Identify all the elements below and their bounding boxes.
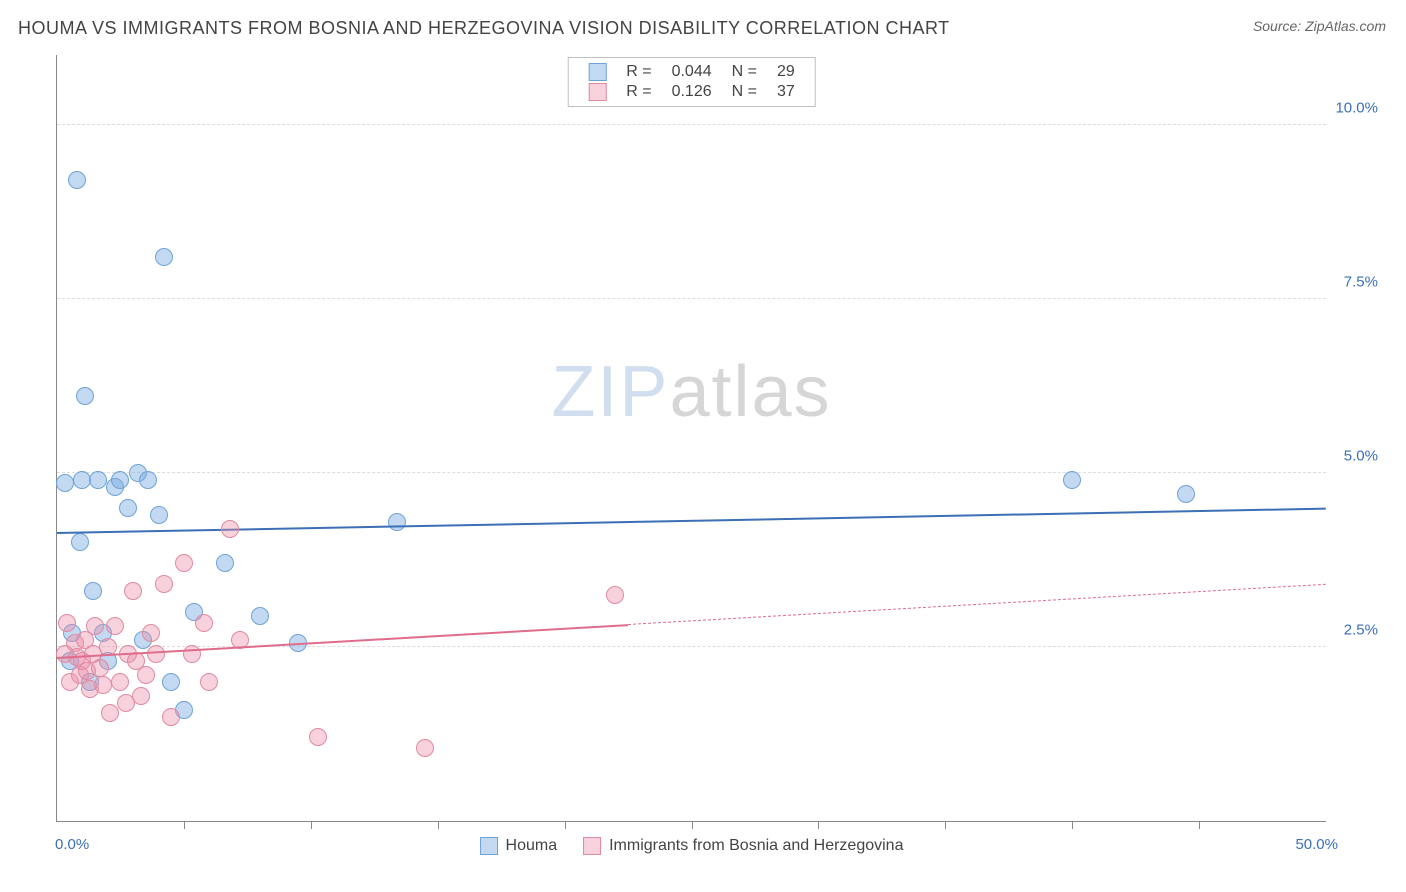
data-point [175, 554, 193, 572]
data-point [142, 624, 160, 642]
gridline-h [57, 298, 1326, 299]
data-point [106, 617, 124, 635]
data-point [388, 513, 406, 531]
x-tick [311, 821, 312, 829]
trendline-extrapolated [628, 584, 1326, 625]
x-tick [945, 821, 946, 829]
data-point [139, 471, 157, 489]
data-point [216, 554, 234, 572]
data-point [89, 471, 107, 489]
data-point [200, 673, 218, 691]
x-tick [818, 821, 819, 829]
series-legend: Houma Immigrants from Bosnia and Herzego… [480, 837, 904, 855]
data-point [56, 474, 74, 492]
correlation-legend: R = 0.044 N = 29 R = 0.126 N = 37 [567, 57, 816, 107]
gridline-h [57, 472, 1326, 473]
gridline-h [57, 124, 1326, 125]
legend-row-houma: R = 0.044 N = 29 [578, 62, 805, 82]
watermark: ZIPatlas [551, 351, 831, 433]
legend-item-houma: Houma [480, 837, 558, 855]
data-point [416, 739, 434, 757]
data-point [1063, 471, 1081, 489]
data-point [155, 575, 173, 593]
data-point [111, 471, 129, 489]
data-point [119, 499, 137, 517]
y-tick-label: 7.5% [1344, 273, 1378, 290]
data-point [147, 645, 165, 663]
plot-area: ZIPatlas R = 0.044 N = 29 R = 0.126 N = … [56, 55, 1326, 822]
data-point [221, 520, 239, 538]
data-point [162, 673, 180, 691]
data-point [86, 617, 104, 635]
source-attribution: Source: ZipAtlas.com [1253, 18, 1386, 34]
y-tick-label: 2.5% [1344, 621, 1378, 638]
chart-container: Vision Disability ZIPatlas R = 0.044 N =… [20, 55, 1386, 872]
data-point [150, 506, 168, 524]
data-point [1177, 485, 1195, 503]
data-point [94, 676, 112, 694]
trendline [57, 508, 1326, 534]
data-point [58, 614, 76, 632]
data-point [91, 659, 109, 677]
data-point [137, 666, 155, 684]
x-tick [1072, 821, 1073, 829]
data-point [183, 645, 201, 663]
data-point [76, 387, 94, 405]
data-point [606, 586, 624, 604]
data-point [195, 614, 213, 632]
data-point [251, 607, 269, 625]
data-point [155, 248, 173, 266]
legend-row-bosnia: R = 0.126 N = 37 [578, 82, 805, 102]
x-axis-min-label: 0.0% [55, 836, 89, 853]
data-point [162, 708, 180, 726]
data-point [309, 728, 327, 746]
data-point [111, 673, 129, 691]
x-tick [438, 821, 439, 829]
data-point [84, 582, 102, 600]
x-tick [692, 821, 693, 829]
x-tick [565, 821, 566, 829]
data-point [71, 533, 89, 551]
legend-item-bosnia: Immigrants from Bosnia and Herzegovina [583, 837, 903, 855]
x-axis-max-label: 50.0% [1295, 836, 1338, 853]
y-tick-label: 5.0% [1344, 447, 1378, 464]
x-tick [184, 821, 185, 829]
chart-title: HOUMA VS IMMIGRANTS FROM BOSNIA AND HERZ… [18, 18, 950, 39]
data-point [68, 171, 86, 189]
data-point [132, 687, 150, 705]
x-tick [1199, 821, 1200, 829]
data-point [124, 582, 142, 600]
y-tick-label: 10.0% [1335, 99, 1378, 116]
